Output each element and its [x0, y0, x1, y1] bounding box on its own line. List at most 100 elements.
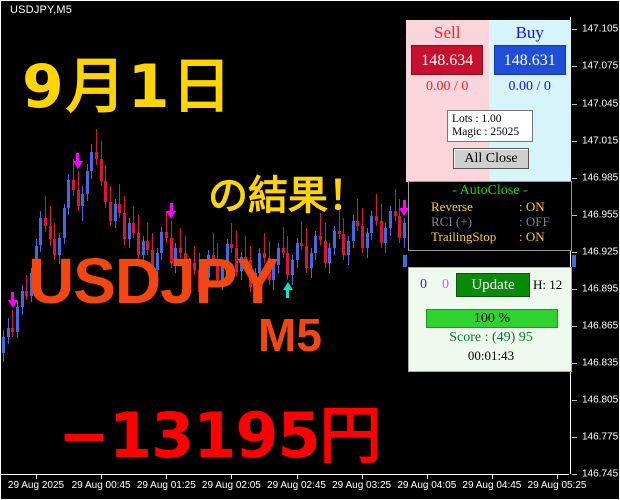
sell-signal-stem: [402, 200, 406, 209]
time-tick: [557, 474, 558, 479]
price-tick-label: 147.045: [582, 98, 619, 109]
candle-wick: [282, 227, 284, 258]
candle-body: [146, 240, 150, 251]
candle-body: [337, 230, 341, 235]
time-tick-label: 29 Aug 02:45: [267, 480, 326, 491]
candle-wick: [245, 235, 247, 266]
price-tick-label: 146.865: [582, 320, 619, 332]
price-tick-label: 147.015: [582, 135, 619, 146]
candle-body: [25, 291, 29, 297]
candle-body: [277, 248, 280, 266]
price-axis[interactable]: 147.105 147.075 147.045 147.015 146.985 146.9…: [570, 17, 620, 480]
overlay-date: 9月1日: [22, 52, 234, 122]
candle-body: [62, 208, 66, 238]
autoclose-key: TrailingStop: [431, 229, 497, 244]
candle-body: [388, 210, 392, 229]
time-tick-label: 29 Aug 05:25: [527, 480, 587, 491]
candle-body: [402, 223, 406, 239]
candle-body: [253, 272, 257, 288]
chart-title: USDJPY,M5: [10, 4, 73, 16]
sell-pl: 0.00 / 0: [426, 79, 469, 94]
candle-body: [263, 252, 266, 258]
candle-body: [370, 215, 374, 234]
candle-body: [155, 252, 159, 271]
candle-body: [328, 248, 332, 263]
autoclose-row: RCI (+): OFF: [409, 214, 571, 229]
price-tick: [572, 29, 577, 31]
candle-wick: [338, 208, 340, 240]
candle-body: [169, 238, 173, 263]
price-tick-label: 146.805: [582, 394, 619, 406]
sell-label: Sell: [434, 23, 461, 42]
sell-price-button[interactable]: 148.634: [411, 45, 484, 75]
price-tick: [572, 288, 577, 290]
price-tick: [572, 474, 577, 475]
update-panel[interactable]: 0 0 Update H: 12 100 % Score : (49) 95 0…: [408, 267, 572, 372]
candle-body: [323, 240, 327, 263]
candle-body: [43, 218, 47, 226]
candle-body: [333, 230, 336, 248]
time-tick-label: 29 Aug 04:45: [462, 480, 522, 491]
candle-body: [90, 151, 94, 172]
time-tick: [166, 474, 168, 479]
buy-price-button[interactable]: 148.631: [493, 45, 566, 75]
candle-body: [76, 189, 80, 206]
candle-body: [398, 215, 402, 239]
candle-body: [67, 180, 71, 209]
counter-magenta: 0: [442, 277, 449, 292]
time-tick-label: 29 Aug 01:25: [136, 480, 196, 491]
candle-body: [123, 213, 127, 240]
candle-wick: [12, 309, 14, 337]
time-axis-line: [1, 474, 569, 475]
candle-body: [267, 257, 271, 281]
candle-body: [193, 262, 197, 271]
candle-body: [179, 248, 183, 253]
candle-body: [347, 240, 350, 256]
candle-body: [319, 235, 322, 241]
candle-body: [365, 233, 369, 248]
buy-pl: 0.00 / 0: [508, 79, 551, 94]
candle-body: [202, 277, 206, 293]
all-close-button[interactable]: All Close: [453, 148, 529, 169]
candle-wick: [26, 275, 28, 300]
candle-wick: [72, 159, 74, 197]
scroll-handle-right[interactable]: [572, 255, 576, 267]
candle-body: [356, 220, 360, 226]
time-tick-label: 29 Aug 2025: [7, 480, 65, 491]
candle-body: [1, 336, 5, 353]
candle-body: [235, 248, 238, 272]
autoclose-row: TrailingStop: ON: [409, 229, 571, 244]
time-tick: [36, 474, 37, 479]
candle-body: [127, 223, 131, 240]
candle-body: [29, 272, 33, 297]
candle-wick: [212, 233, 214, 264]
candle-body: [216, 259, 220, 281]
candle-body: [393, 210, 397, 216]
time-tick: [491, 474, 493, 479]
price-tick-label: 147.075: [582, 60, 619, 72]
scroll-handle-left[interactable]: [403, 255, 407, 267]
candle-body: [113, 203, 117, 221]
autoclose-value: : ON: [519, 199, 545, 214]
candle-body: [281, 248, 285, 253]
candle-body: [99, 159, 103, 182]
update-button[interactable]: Update: [456, 273, 530, 297]
price-tick: [572, 436, 577, 438]
candle-wick: [180, 228, 182, 258]
autoclose-row: Reverse: ON: [409, 199, 571, 214]
time-tick: [296, 474, 298, 479]
candle-body: [118, 203, 122, 214]
time-axis[interactable]: 29 Aug 2025 29 Aug 00:45 29 Aug 01:25 29 Au…: [0, 474, 620, 500]
price-tick: [572, 214, 577, 216]
candle-body: [81, 193, 85, 206]
lots-row: Lots : 1.00: [452, 113, 502, 125]
time-tick-label: 29 Aug 04:05: [397, 480, 457, 491]
time-tick-label: 29 Aug 03:25: [332, 480, 392, 491]
candle-body: [85, 171, 89, 194]
candle-body: [221, 265, 224, 281]
candle-body: [272, 265, 276, 281]
candle-wick: [119, 183, 121, 219]
candle-body: [160, 231, 164, 253]
candle-body: [95, 151, 99, 159]
candle-body: [225, 244, 229, 266]
